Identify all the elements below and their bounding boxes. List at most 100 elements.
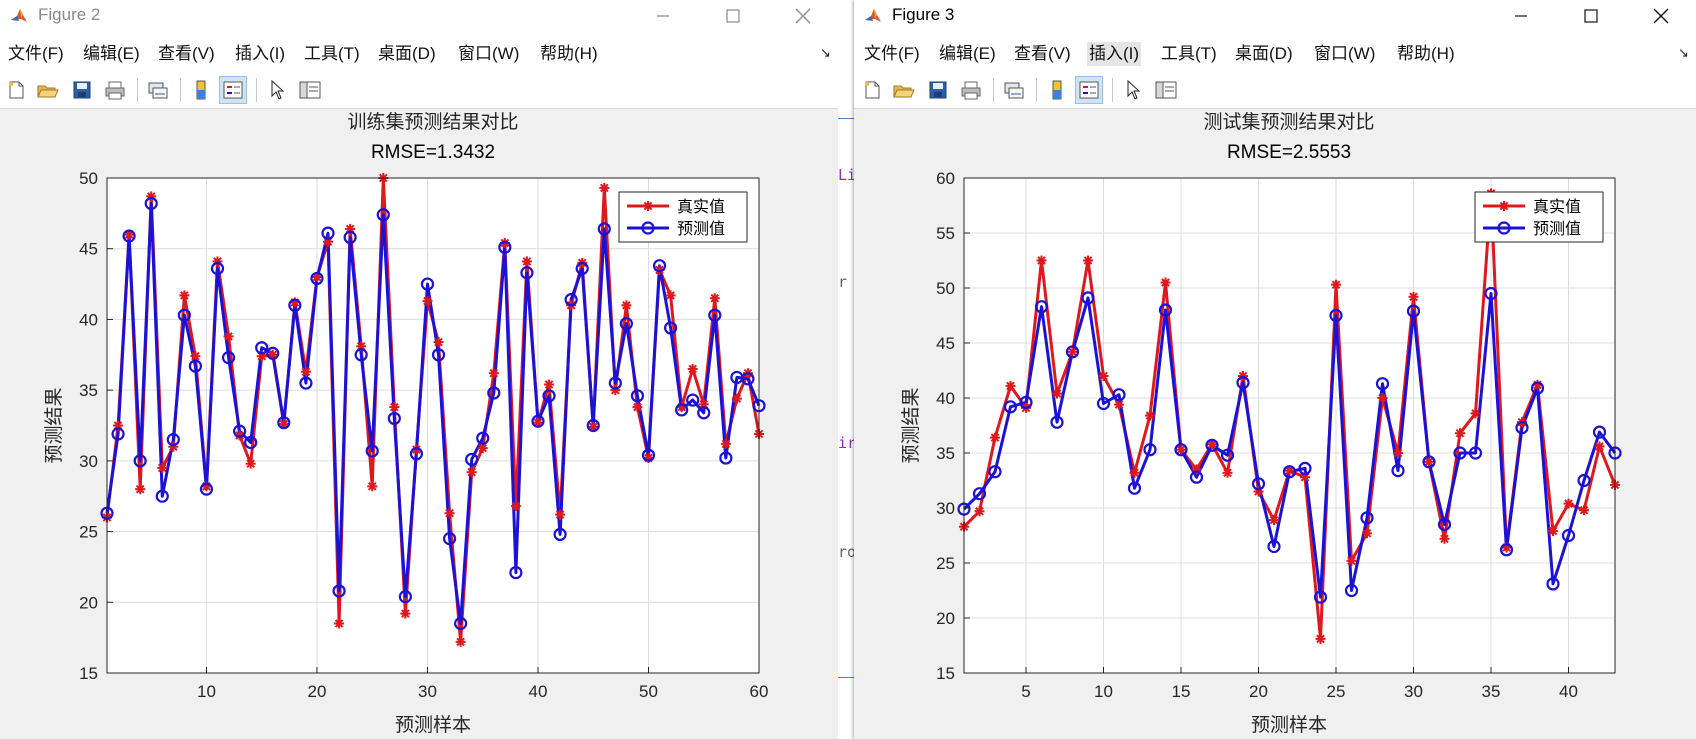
window-title: Figure 3: [892, 5, 955, 24]
maximize-button[interactable]: [1568, 0, 1614, 32]
actual-point: [1315, 633, 1326, 644]
dock-arrow-icon[interactable]: ↘: [1678, 46, 1689, 61]
predicted-point: [575, 261, 589, 276]
predicted-point: [277, 416, 291, 430]
new-figure-icon[interactable]: [2, 76, 30, 104]
open-file-icon[interactable]: [34, 76, 62, 104]
menu-desktop[interactable]: 桌面(D): [1235, 44, 1293, 63]
maximize-icon: [1584, 9, 1598, 23]
menu-tools[interactable]: 工具(T): [304, 44, 360, 63]
actual-point: [334, 618, 345, 629]
menu-insert[interactable]: 插入(I): [235, 44, 286, 63]
menu-edit[interactable]: 编辑(E): [939, 44, 996, 63]
actual-point: [444, 508, 455, 519]
x-tick-label: 50: [639, 682, 658, 701]
open-file-icon[interactable]: [890, 76, 918, 104]
figure-canvas[interactable]: 10 20 30 40 50 60 15 20 25 30 35 40 45 50 训练集预测结果对比 R…: [0, 109, 838, 739]
actual-point: [1145, 410, 1155, 421]
close-button[interactable]: [1638, 0, 1684, 32]
menu-window[interactable]: 窗口(W): [1314, 44, 1376, 63]
y-tick-label: 55: [936, 224, 955, 243]
y-tick-label: 50: [936, 279, 955, 298]
actual-point: [422, 296, 433, 307]
axes-frame: [963, 177, 1616, 674]
menu-view[interactable]: 查看(V): [1014, 44, 1071, 63]
predicted-point: [1329, 308, 1343, 323]
x-tick-label: 10: [197, 682, 216, 701]
minimize-button[interactable]: [1498, 0, 1544, 32]
actual-point: [1067, 346, 1078, 357]
pointer-icon[interactable]: [1119, 76, 1147, 104]
link-plot-icon[interactable]: [144, 76, 172, 104]
predicted-point: [542, 389, 556, 403]
maximize-button[interactable]: [710, 0, 756, 32]
predicted-point: [719, 451, 733, 465]
minimize-button[interactable]: [640, 0, 686, 32]
menu-file[interactable]: 文件(F): [8, 44, 64, 63]
predicted-point: [398, 590, 412, 604]
title-bar[interactable]: Figure 2: [0, 0, 838, 33]
predicted-point: [454, 616, 468, 631]
window-title: Figure 2: [38, 5, 101, 24]
title-bar[interactable]: Figure 3: [854, 0, 1696, 33]
menu-help[interactable]: 帮助(H): [540, 44, 598, 63]
actual-point: [1284, 465, 1295, 476]
actual-point: [621, 300, 632, 311]
predicted-point: [133, 454, 147, 468]
close-icon: [795, 8, 811, 24]
x-tick-label: 30: [418, 682, 437, 701]
predicted-point: [1003, 400, 1018, 414]
menu-tools[interactable]: 工具(T): [1161, 44, 1217, 63]
pointer-icon[interactable]: [263, 76, 291, 104]
close-button[interactable]: [780, 0, 826, 32]
predicted-point: [210, 261, 225, 276]
predicted-point: [1236, 376, 1250, 390]
menu-edit[interactable]: 编辑(E): [83, 44, 140, 63]
predicted-point: [288, 298, 302, 312]
save-icon[interactable]: [68, 76, 96, 104]
predicted-point: [630, 389, 645, 403]
menu-window[interactable]: 窗口(W): [458, 44, 520, 63]
menu-view[interactable]: 查看(V): [158, 44, 215, 63]
x-axis-label: 预测样本: [395, 714, 471, 736]
x-tick-label: 10: [1094, 682, 1113, 701]
predicted-point: [708, 308, 722, 322]
predicted-point: [1267, 539, 1281, 554]
actual-point: [1362, 528, 1372, 539]
new-figure-icon[interactable]: [858, 76, 886, 104]
figure-toolbar: [0, 72, 838, 109]
predicted-point: [1406, 304, 1421, 318]
x-tick-label: 60: [750, 682, 769, 701]
predicted-point: [988, 465, 1002, 479]
menu-help[interactable]: 帮助(H): [1397, 44, 1455, 63]
y-tick-label: 60: [936, 169, 955, 188]
legend-icon[interactable]: [219, 76, 247, 104]
predicted-point: [476, 431, 490, 445]
actual-point: [400, 608, 411, 619]
predicted-point: [255, 341, 269, 355]
dock-arrow-icon[interactable]: ↘: [820, 46, 831, 61]
x-tick-label: 40: [529, 682, 548, 701]
menu-desktop[interactable]: 桌面(D): [378, 44, 436, 63]
actual-point: [1129, 467, 1140, 478]
maximize-icon: [726, 9, 740, 23]
legend[interactable]: 真实值 预测值: [618, 191, 748, 243]
legend[interactable]: 真实值 预测值: [1474, 191, 1604, 243]
print-icon[interactable]: [957, 76, 985, 104]
matlab-icon: [10, 7, 28, 25]
menu-insert[interactable]: 插入(I): [1087, 42, 1142, 66]
link-plot-icon[interactable]: [1000, 76, 1028, 104]
property-inspector-icon[interactable]: [296, 76, 324, 104]
figure-canvas[interactable]: 5 10 15 20 25 30 35 40 15 20 25 30 35 40 45 50 55 60 测试集预…: [854, 109, 1696, 739]
menu-file[interactable]: 文件(F): [864, 44, 920, 63]
print-icon[interactable]: [101, 76, 129, 104]
code-fragment: r: [838, 273, 848, 291]
property-inspector-icon[interactable]: [1152, 76, 1180, 104]
legend-icon[interactable]: [1075, 76, 1103, 104]
colorbar-icon[interactable]: [1043, 76, 1071, 104]
colorbar-icon[interactable]: [187, 76, 215, 104]
save-icon[interactable]: [924, 76, 952, 104]
actual-point: [466, 467, 477, 478]
plot-area: [107, 178, 759, 673]
actual-point: [135, 484, 146, 495]
